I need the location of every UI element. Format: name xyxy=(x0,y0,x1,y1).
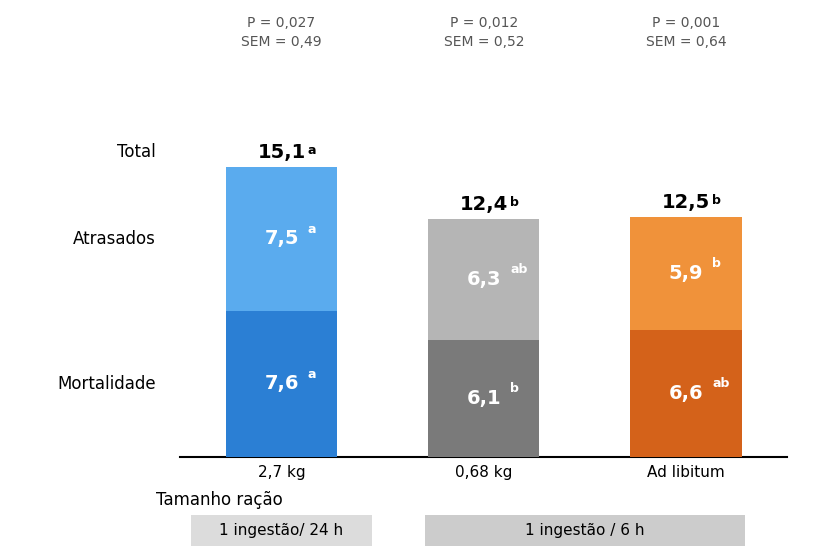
Text: P = 0,027
SEM = 0,49: P = 0,027 SEM = 0,49 xyxy=(241,16,321,49)
Bar xyxy=(428,219,539,340)
Bar xyxy=(630,330,740,457)
Text: 7,6: 7,6 xyxy=(264,374,298,393)
Text: 6,6: 6,6 xyxy=(668,384,703,403)
Text: ab: ab xyxy=(712,377,729,390)
Bar xyxy=(428,340,539,457)
Text: 6,1: 6,1 xyxy=(466,389,500,408)
Text: 1 ingestão/ 24 h: 1 ingestão/ 24 h xyxy=(219,523,343,538)
Text: P = 0,012
SEM = 0,52: P = 0,012 SEM = 0,52 xyxy=(443,16,523,49)
Text: 7,5: 7,5 xyxy=(264,229,298,248)
Text: 12,5: 12,5 xyxy=(661,193,709,212)
Text: b: b xyxy=(712,257,721,271)
Text: a: a xyxy=(307,223,316,236)
Text: b: b xyxy=(509,196,518,209)
Text: Mortalidade: Mortalidade xyxy=(57,375,156,393)
Bar xyxy=(226,311,337,457)
Text: a: a xyxy=(307,144,316,157)
Text: b: b xyxy=(509,382,518,395)
Text: 6,3: 6,3 xyxy=(466,270,500,289)
Text: Tamanho ração: Tamanho ração xyxy=(156,491,283,509)
Text: Total: Total xyxy=(117,143,156,160)
Bar xyxy=(630,217,740,330)
Text: 15,1: 15,1 xyxy=(257,143,305,162)
Text: 12,4: 12,4 xyxy=(459,195,507,214)
Text: ab: ab xyxy=(509,263,527,276)
Text: 5,9: 5,9 xyxy=(668,264,703,283)
Bar xyxy=(226,167,337,311)
Text: Atrasados: Atrasados xyxy=(73,230,156,248)
Text: 1 ingestão / 6 h: 1 ingestão / 6 h xyxy=(524,523,644,538)
Text: P = 0,001
SEM = 0,64: P = 0,001 SEM = 0,64 xyxy=(645,16,726,49)
Text: a: a xyxy=(307,368,316,381)
Text: b: b xyxy=(712,194,721,207)
